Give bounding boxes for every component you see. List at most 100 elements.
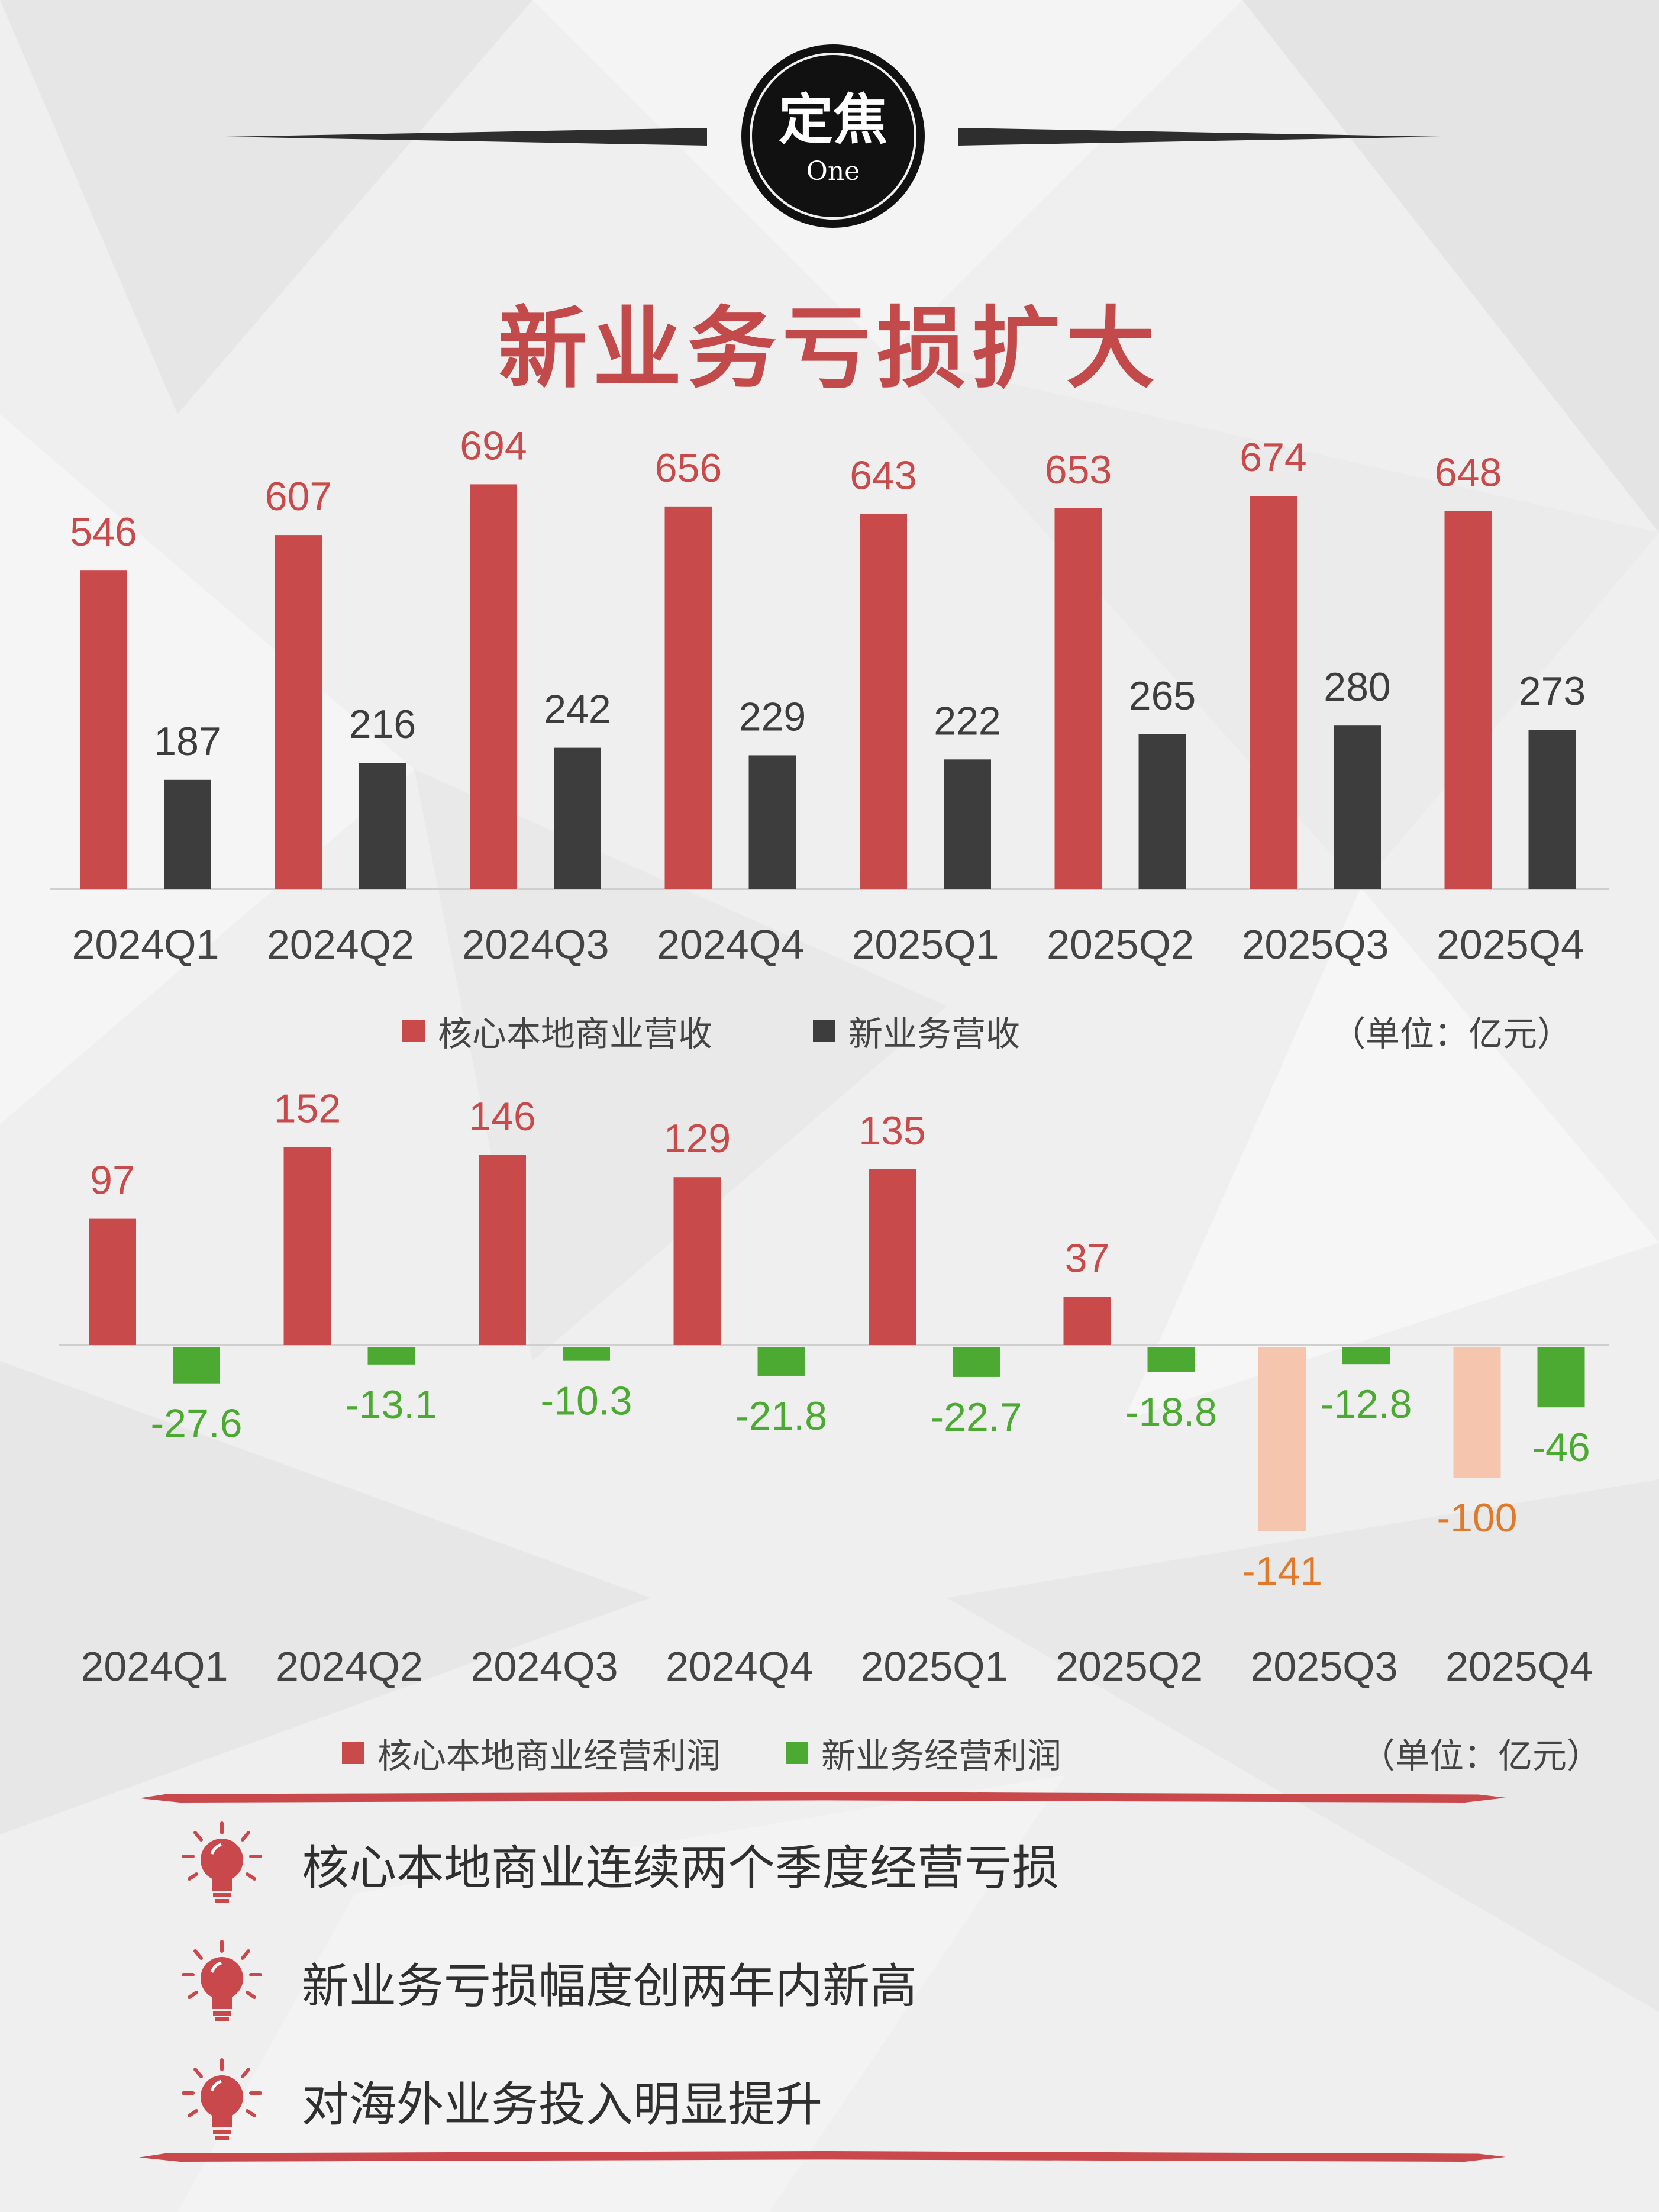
label-core-revenue: 694 — [460, 423, 527, 468]
badge-sub-text: One — [806, 156, 860, 186]
x-tick-label: 2024Q1 — [72, 921, 219, 968]
x-tick-label: 2025Q3 — [1241, 921, 1389, 968]
legend-item-new-revenue: 新业务营收 — [813, 1006, 1020, 1056]
revenue-unit-label: （单位：亿元） — [1331, 1014, 1572, 1054]
legend-swatch-new-profit — [786, 1742, 809, 1764]
legend-swatch-new-revenue — [813, 1020, 836, 1042]
label-new-revenue: 216 — [349, 702, 416, 747]
label-core-profit: 37 — [1065, 1236, 1110, 1281]
bar-new-revenue — [944, 759, 991, 889]
bar-new-revenue — [164, 779, 211, 889]
note-item: 对海外业务投入明显提升 — [177, 2056, 822, 2145]
label-new-revenue: 273 — [1519, 669, 1586, 714]
label-new-revenue: 280 — [1324, 665, 1390, 710]
bar-core-revenue — [860, 514, 907, 889]
x-tick-label: 2025Q2 — [1056, 1643, 1203, 1689]
bar-new-revenue — [1334, 725, 1381, 889]
note-item: 新业务亏损幅度创两年内新高 — [177, 1938, 917, 2027]
x-tick-label: 2024Q1 — [80, 1643, 228, 1689]
legend-label-core-revenue: 核心本地商业营收 — [438, 1014, 713, 1054]
label-new-revenue: 242 — [544, 687, 611, 732]
legend-item-core-revenue: 核心本地商业营收 — [402, 1006, 712, 1056]
bar-core-revenue — [275, 535, 322, 889]
label-new-profit: -18.8 — [1125, 1389, 1217, 1434]
x-tick-label: 2024Q4 — [666, 1643, 813, 1689]
x-tick-label: 2025Q2 — [1047, 921, 1194, 968]
divider-top — [139, 1792, 1506, 1803]
x-tick-label: 2024Q2 — [267, 921, 414, 968]
lightbulb-icon — [182, 1821, 262, 1903]
label-core-revenue: 656 — [655, 446, 722, 491]
bar-core-profit — [283, 1147, 331, 1345]
legend-label-core-profit: 核心本地商业经营利润 — [377, 1736, 721, 1776]
legend-item-new-profit: 新业务经营利润 — [786, 1728, 1061, 1778]
label-core-profit: -100 — [1437, 1495, 1517, 1540]
note-item: 核心本地商业连续两个季度经营亏损 — [177, 1820, 1059, 1908]
note-text: 核心本地商业连续两个季度经营亏损 — [302, 1840, 1059, 1895]
label-new-profit: -46 — [1532, 1425, 1590, 1470]
label-core-revenue: 674 — [1240, 435, 1306, 480]
bar-core-profit — [1063, 1297, 1111, 1345]
profit-legend: 核心本地商业经营利润 新业务经营利润 — [342, 1728, 1162, 1778]
label-new-profit: -21.8 — [735, 1394, 827, 1439]
bar-new-profit — [1147, 1347, 1195, 1372]
label-core-revenue: 653 — [1045, 447, 1112, 492]
bar-new-profit — [953, 1347, 1000, 1377]
bar-new-profit — [367, 1347, 415, 1365]
bar-core-revenue — [80, 570, 127, 889]
bar-new-revenue — [359, 763, 406, 889]
label-new-profit: -27.6 — [151, 1401, 243, 1446]
label-new-profit: -10.3 — [541, 1379, 632, 1424]
label-core-profit: 135 — [858, 1108, 925, 1153]
bar-new-revenue — [1138, 734, 1186, 889]
label-core-revenue: 643 — [850, 453, 916, 498]
x-tick-label: 2024Q3 — [470, 1643, 618, 1689]
bar-core-revenue — [470, 484, 517, 889]
label-new-revenue: 187 — [154, 719, 221, 764]
lightbulb-icon — [182, 2058, 262, 2140]
bar-new-profit — [1537, 1347, 1585, 1408]
bar-new-profit — [563, 1347, 610, 1361]
label-new-profit: -13.1 — [346, 1382, 437, 1427]
revenue-legend: 核心本地商业营收 新业务营收 — [402, 1006, 1121, 1056]
x-tick-label: 2025Q4 — [1445, 1643, 1593, 1689]
x-tick-label: 2025Q1 — [860, 1643, 1008, 1689]
bar-core-profit — [1453, 1347, 1501, 1478]
bar-new-profit — [173, 1347, 220, 1384]
x-tick-label: 2025Q3 — [1250, 1643, 1397, 1689]
divider-bottom — [139, 2151, 1506, 2162]
bar-new-revenue — [1528, 730, 1576, 889]
legend-label-new-revenue: 新业务营收 — [848, 1014, 1021, 1054]
label-new-profit: -22.7 — [931, 1395, 1022, 1440]
legend-swatch-core-profit — [342, 1742, 364, 1764]
label-new-revenue: 265 — [1129, 673, 1196, 718]
bar-core-profit — [479, 1155, 526, 1345]
bar-core-revenue — [1250, 496, 1297, 889]
bar-new-revenue — [554, 747, 601, 889]
bar-core-profit — [89, 1218, 136, 1345]
label-core-profit: 129 — [664, 1116, 731, 1161]
page-title: 新业务亏损扩大 — [498, 298, 1161, 401]
bar-core-revenue — [1054, 508, 1102, 889]
label-core-revenue: 546 — [70, 510, 137, 554]
x-tick-label: 2025Q1 — [851, 921, 999, 968]
legend-label-new-profit: 新业务经营利润 — [821, 1736, 1062, 1776]
badge-ring — [750, 53, 916, 220]
x-tick-label: 2024Q3 — [461, 921, 609, 968]
lightbulb-icon — [182, 1940, 262, 2021]
x-tick-label: 2024Q4 — [657, 921, 804, 968]
bar-new-revenue — [748, 755, 796, 889]
bar-core-profit — [1258, 1347, 1306, 1531]
legend-swatch-core-revenue — [402, 1020, 425, 1042]
x-tick-label: 2024Q2 — [276, 1643, 423, 1689]
label-new-revenue: 229 — [739, 694, 806, 739]
bar-core-profit — [673, 1177, 721, 1345]
profit-unit-label: （单位：亿元） — [1361, 1736, 1602, 1776]
label-core-profit: 146 — [469, 1094, 535, 1139]
label-new-revenue: 222 — [934, 698, 1000, 743]
label-core-profit: 97 — [90, 1158, 135, 1203]
bar-core-profit — [869, 1169, 916, 1345]
